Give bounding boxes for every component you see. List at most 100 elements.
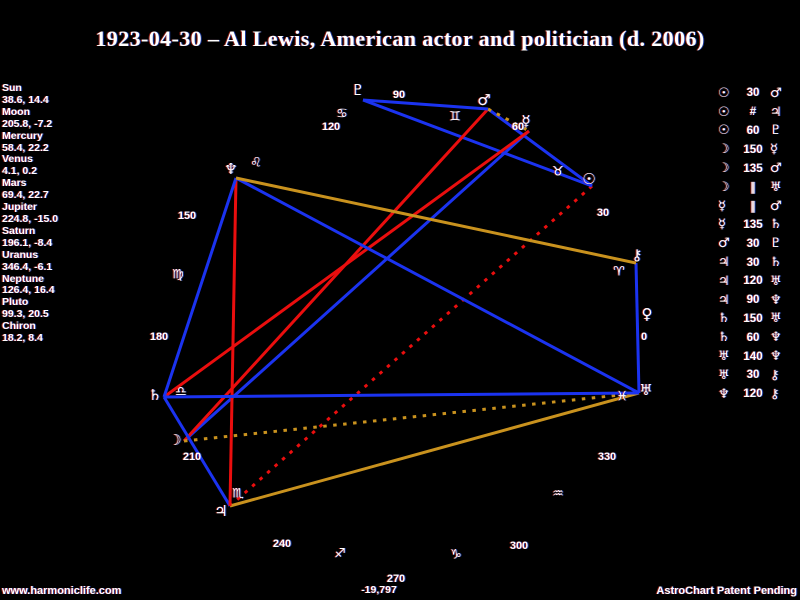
degree-tick-90: 90 <box>392 89 406 101</box>
aspect-value: 60 <box>746 331 760 344</box>
saturn-icon: ♄ <box>770 217 782 233</box>
planet-name-chiron: Chiron <box>2 320 36 333</box>
aspect-line-saturn-uranus <box>163 391 640 399</box>
planet-coords-venus: 4.1, 0.2 <box>2 165 38 178</box>
jupiter-icon: ♃ <box>770 104 782 120</box>
planet-name-pluto: Pluto <box>2 296 29 309</box>
aspect-value: ∥ <box>750 182 756 195</box>
zodiac-glyph-scorpio: ♏ <box>232 486 244 502</box>
aspect-value: ∥ <box>750 201 756 214</box>
aspect-value: 30 <box>746 369 760 382</box>
zodiac-glyph-virgo: ♍ <box>172 267 184 283</box>
planet-glyph-chiron: ⚷ <box>631 246 643 264</box>
planet-coords-moon: 205.8, -7.2 <box>2 117 53 130</box>
uranus-icon: ♅ <box>718 349 730 365</box>
aspect-value: 150 <box>743 143 763 156</box>
mars-icon: ♂ <box>770 161 782 177</box>
aspect-line-saturn-neptune <box>162 177 238 398</box>
aspect-line-moon-uranus <box>183 391 640 443</box>
zodiac-glyph-aries: ♈ <box>613 264 625 280</box>
aspect-line-jupiter-neptune <box>228 177 238 507</box>
aspect-row-sun-jupiter: ☉ # ♃ <box>718 103 798 122</box>
aspect-row-uranus-neptune: ♅ 140 ♆ <box>718 347 798 366</box>
uranus-icon: ♅ <box>770 311 782 327</box>
aspect-line-mars-sun <box>487 107 593 188</box>
aspect-value: 120 <box>743 275 763 288</box>
aspect-row-mercury-saturn: ☿ 135 ♄ <box>718 216 798 235</box>
website-link[interactable]: www.harmoniclife.com <box>2 585 122 597</box>
neptune-icon: ♆ <box>770 349 782 365</box>
degree-tick-30: 30 <box>596 207 610 219</box>
sun-icon: ☉ <box>718 123 730 139</box>
moon-icon: ☽ <box>718 161 730 177</box>
planet-coords-neptune: 126.4, 16.4 <box>2 284 55 297</box>
planet-glyph-uranus: ♅ <box>639 381 653 399</box>
planet-glyph-jupiter: ♃ <box>214 502 228 520</box>
degree-tick-0: 0 <box>640 331 648 343</box>
aspect-line-pluto-mars <box>362 98 489 111</box>
mars-icon: ♂ <box>718 236 730 252</box>
degree-tick-120: 120 <box>321 121 341 133</box>
planet-name-mars: Mars <box>2 177 27 190</box>
sun-icon: ☉ <box>718 85 730 101</box>
moon-icon: ☽ <box>718 179 730 195</box>
aspect-line-moon-mars <box>182 107 490 443</box>
aspect-row-jupiter-uranus: ♃ 120 ♅ <box>718 272 798 291</box>
aspect-line-moon-mercury <box>182 129 531 443</box>
jupiter-icon: ♃ <box>718 255 730 271</box>
zodiac-glyph-gemini: ♊ <box>449 109 461 125</box>
aspect-table: ☉ 30 ♂ ☉ # ♃ ☉ 60 ♇ ☽ 150 ☿ ☽ 135 ♂ ☽ ∥ ♅ ☿ ∥ ♂ ☿ 135 ♄ ♂ 30 ♇ ♃ 30 ♄… <box>718 84 798 404</box>
aspect-row-sun-pluto: ☉ 60 ♇ <box>718 122 798 141</box>
aspect-value: 30 <box>746 87 760 100</box>
neptune-icon: ♆ <box>718 386 730 402</box>
aspect-line-mars-mercury <box>487 107 530 133</box>
aspect-value: 60 <box>746 124 760 137</box>
planet-coords-pluto: 99.3, 20.5 <box>2 308 49 321</box>
degree-tick-180: 180 <box>149 331 169 343</box>
aspect-row-moon-mars: ☽ 135 ♂ <box>718 159 798 178</box>
planet-name-neptune: Neptune <box>2 272 44 285</box>
degree-tick-210: 210 <box>182 451 202 463</box>
chiron-icon: ⚷ <box>770 367 780 383</box>
mars-icon: ♂ <box>770 198 782 214</box>
planet-name-jupiter: Jupiter <box>2 201 38 214</box>
aspect-row-neptune-chiron: ♆ 120 ⚷ <box>718 385 798 404</box>
sun-icon: ☉ <box>718 104 730 120</box>
aspect-row-saturn-uranus: ♄ 150 ♅ <box>718 310 798 329</box>
planet-glyph-pluto: ♇ <box>351 81 365 99</box>
aspect-line-jupiter-uranus <box>229 391 640 508</box>
aspect-row-saturn-neptune: ♄ 60 ♆ <box>718 328 798 347</box>
mars-icon: ♂ <box>770 85 782 101</box>
planet-glyph-moon: ☽ <box>168 431 182 449</box>
planet-coordinates-list: Sun 38.6, 14.4 Moon 205.8, -7.2 Mercury 58.4,… <box>2 82 58 345</box>
uranus-icon: ♅ <box>718 367 730 383</box>
aspect-row-jupiter-saturn: ♃ 30 ♄ <box>718 253 798 272</box>
zodiac-glyph-aquarius: ♒ <box>552 486 564 502</box>
jupiter-icon: ♃ <box>718 273 730 289</box>
planet-name-moon: Moon <box>2 105 30 118</box>
planet-glyph-sun: ☉ <box>582 170 596 188</box>
chart-annotation-value: -19,797 <box>361 584 397 596</box>
aspect-row-moon-mercury: ☽ 150 ☿ <box>718 140 798 159</box>
planet-coords-mars: 69.4, 22.7 <box>2 189 49 202</box>
planet-name-saturn: Saturn <box>2 224 36 237</box>
aspect-line-saturn-jupiter <box>162 396 232 507</box>
planet-glyph-neptune: ♆ <box>224 160 238 178</box>
aspect-value: 135 <box>743 218 763 231</box>
zodiac-glyph-leo: ♌ <box>250 155 262 171</box>
zodiac-glyph-cancer: ♋ <box>336 106 348 122</box>
uranus-icon: ♅ <box>770 273 782 289</box>
zodiac-glyph-pisces: ♓ <box>616 389 628 405</box>
neptune-icon: ♆ <box>770 330 782 346</box>
aspect-line-neptune-uranus <box>235 176 640 395</box>
aspect-value: 150 <box>743 312 763 325</box>
page-title: 1923-04-30 – Al Lewis, American actor an… <box>95 26 705 51</box>
saturn-icon: ♄ <box>718 330 730 346</box>
pluto-icon: ♇ <box>770 123 782 139</box>
aspect-value: 90 <box>746 294 760 307</box>
patent-notice: AstroChart Patent Pending <box>656 585 797 597</box>
degree-tick-270: 270 <box>386 573 406 585</box>
aspect-row-mars-pluto: ♂ 30 ♇ <box>718 234 798 253</box>
saturn-icon: ♄ <box>718 311 730 327</box>
